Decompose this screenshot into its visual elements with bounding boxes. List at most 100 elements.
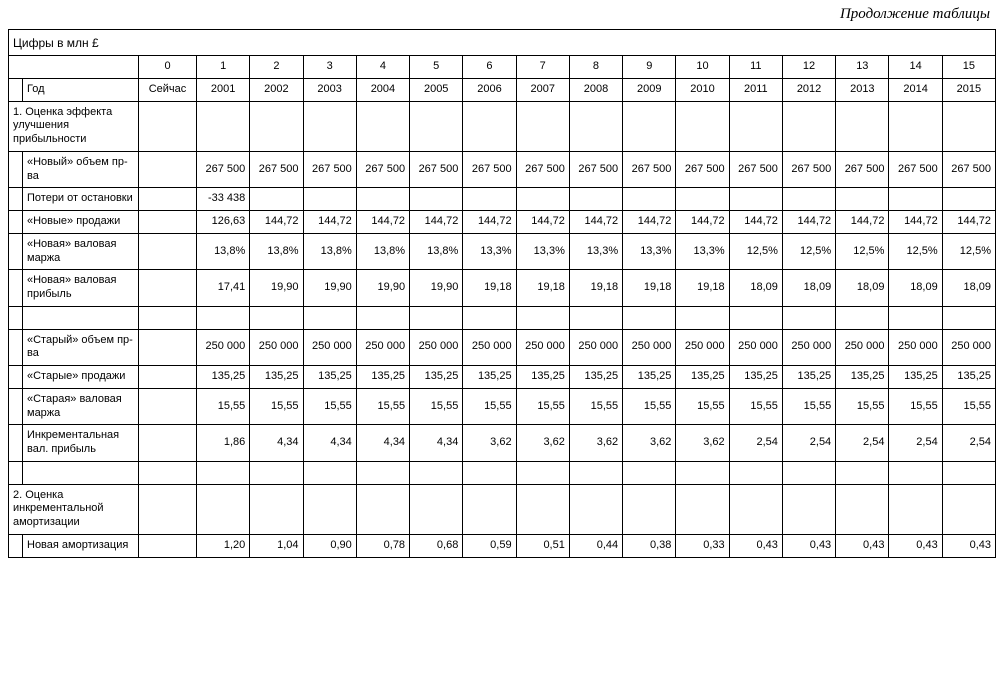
table-row: «Новая» вало­вая маржа13,8%13,8%13,8%13,… [9, 233, 996, 270]
row-label: «Новая» вало­вая прибыль [23, 270, 139, 307]
row-label: «Новые» продажи [23, 211, 139, 234]
period-number-0: 0 [139, 56, 197, 79]
header-blank [9, 56, 139, 79]
value-cell: 2,54 [836, 425, 889, 462]
period-number: 5 [410, 56, 463, 79]
empty-cell [356, 101, 409, 151]
period-number: 2 [250, 56, 303, 79]
value-cell: 0,51 [516, 534, 569, 557]
value-cell: 267 500 [676, 151, 729, 188]
value-cell: 144,72 [356, 211, 409, 234]
year-cell: 2006 [463, 78, 516, 101]
value-cell: 250 000 [729, 329, 782, 366]
value-cell [623, 188, 676, 211]
value-cell: 0,38 [623, 534, 676, 557]
value-cell-col0 [139, 366, 197, 389]
value-cell: 135,25 [303, 366, 356, 389]
year-cell: 2014 [889, 78, 942, 101]
value-cell: 15,55 [250, 388, 303, 425]
value-cell: 135,25 [889, 366, 942, 389]
empty-cell [356, 484, 409, 534]
empty-cell [410, 484, 463, 534]
value-cell: 17,41 [197, 270, 250, 307]
value-cell: 135,25 [356, 366, 409, 389]
empty-cell [782, 484, 835, 534]
value-cell: 18,09 [836, 270, 889, 307]
value-cell: 15,55 [782, 388, 835, 425]
indent-cell [9, 366, 23, 389]
empty-cell [303, 484, 356, 534]
value-cell: 13,8% [303, 233, 356, 270]
value-cell: 250 000 [250, 329, 303, 366]
section-title: 2. Оценка инкрементальной амортизации [9, 484, 139, 534]
value-cell: 267 500 [889, 151, 942, 188]
year-0: Сейчас [139, 78, 197, 101]
value-cell: 15,55 [729, 388, 782, 425]
spacer-cell [303, 461, 356, 484]
empty-cell [676, 101, 729, 151]
spacer-cell [356, 306, 409, 329]
value-cell: 13,8% [250, 233, 303, 270]
indent-cell [9, 151, 23, 188]
value-cell: 144,72 [569, 211, 622, 234]
value-cell: 135,25 [729, 366, 782, 389]
spacer-cell [623, 306, 676, 329]
value-cell: 267 500 [782, 151, 835, 188]
indent-cell [9, 78, 23, 101]
value-cell: 135,25 [676, 366, 729, 389]
value-cell: 15,55 [516, 388, 569, 425]
spacer-cell [836, 461, 889, 484]
value-cell: 15,55 [836, 388, 889, 425]
spacer-cell [410, 461, 463, 484]
empty-cell [889, 101, 942, 151]
year-cell: 2011 [729, 78, 782, 101]
empty-cell [623, 101, 676, 151]
spacer-cell [463, 461, 516, 484]
value-cell: 144,72 [942, 211, 995, 234]
empty-cell [676, 484, 729, 534]
value-cell: 3,62 [516, 425, 569, 462]
spacer-cell [463, 306, 516, 329]
spacer-cell [782, 461, 835, 484]
value-cell: 0,90 [303, 534, 356, 557]
spacer-cell [23, 461, 139, 484]
spacer-cell [836, 306, 889, 329]
value-cell: 135,25 [782, 366, 835, 389]
value-cell: 267 500 [303, 151, 356, 188]
value-cell: 19,90 [250, 270, 303, 307]
empty-cell [139, 484, 197, 534]
table-row [9, 461, 996, 484]
value-cell: 13,8% [197, 233, 250, 270]
empty-cell [197, 484, 250, 534]
value-cell-col0 [139, 151, 197, 188]
value-cell: 18,09 [782, 270, 835, 307]
value-cell: 1,20 [197, 534, 250, 557]
value-cell: 15,55 [889, 388, 942, 425]
value-cell: 0,43 [782, 534, 835, 557]
value-cell: 250 000 [782, 329, 835, 366]
table-row: «Старый» объем пр-ва250 000250 000250 00… [9, 329, 996, 366]
spacer-cell [889, 461, 942, 484]
table-row: Инкремен­тальная вал. прибыль1,864,344,3… [9, 425, 996, 462]
empty-cell [942, 484, 995, 534]
value-cell: 144,72 [410, 211, 463, 234]
spacer-cell [569, 461, 622, 484]
period-number: 6 [463, 56, 516, 79]
value-cell: 19,90 [410, 270, 463, 307]
value-cell: 250 000 [410, 329, 463, 366]
value-cell: 144,72 [889, 211, 942, 234]
value-cell: 250 000 [942, 329, 995, 366]
value-cell: 144,72 [463, 211, 516, 234]
value-cell: 2,54 [782, 425, 835, 462]
spacer-cell [139, 306, 197, 329]
spacer-cell [197, 461, 250, 484]
value-cell [303, 188, 356, 211]
value-cell: 12,5% [889, 233, 942, 270]
spacer-cell [23, 306, 139, 329]
value-cell: 267 500 [516, 151, 569, 188]
empty-cell [250, 101, 303, 151]
value-cell-col0 [139, 188, 197, 211]
spacer-cell [516, 306, 569, 329]
value-cell [463, 188, 516, 211]
value-cell: 19,90 [356, 270, 409, 307]
